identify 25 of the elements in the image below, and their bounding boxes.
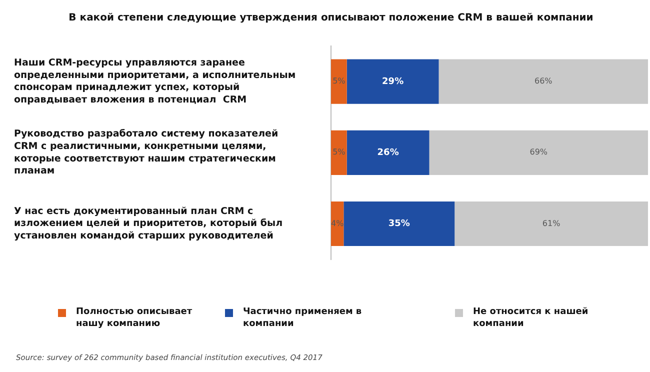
data-label: 35% (388, 219, 410, 230)
data-label: 26% (377, 148, 399, 158)
bar (438, 59, 648, 104)
legend-label: Полностью описывает нашу компанию (76, 306, 194, 330)
legend-label: Частично применяем в компании (243, 306, 363, 330)
bar (331, 130, 347, 175)
bar (331, 201, 344, 246)
bar (331, 59, 347, 104)
chart-title: В какой степени следующие утверждения описывают положение CRM в вашей компании (68, 12, 594, 24)
data-label: 5% (332, 76, 346, 86)
bar (346, 59, 439, 104)
data-label: 4% (330, 218, 344, 228)
bar (344, 201, 455, 246)
y-tick-label: Наши CRM-ресурсы управляются заранее определенными приоритетами, а исполнительным спонсорам принадлежит успех, который оправдывает вложения в потенциал CRM (14, 57, 296, 106)
data-label: 69% (530, 148, 548, 157)
data-label: 29% (382, 76, 404, 87)
data-label: 61% (542, 218, 561, 228)
bar (346, 130, 430, 175)
data-label: 5% (332, 148, 346, 157)
y-tick-label: У нас есть документированный план CRM с изложением целей и приоритетов, который был установлен командой старших руководителей (14, 206, 283, 242)
legend-label: Не относится к нашей компании (473, 306, 590, 330)
y-tick-label: Руководство разработало систему показателей CRM с реалистичными, конкретными целями, которые соответствуют нашим стратегическим планам (14, 128, 278, 177)
bar (454, 201, 648, 246)
bar (429, 130, 648, 175)
data-label: 66% (534, 76, 553, 86)
